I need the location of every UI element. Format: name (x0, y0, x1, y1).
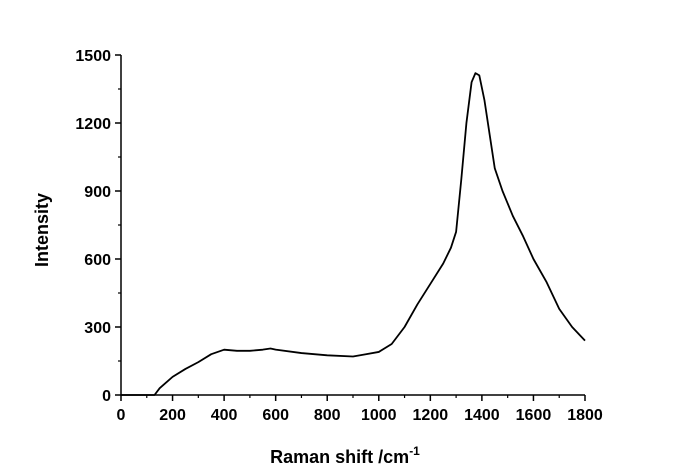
x-axis-label-sup: -1 (409, 444, 420, 458)
x-tick-label: 1400 (464, 407, 500, 424)
y-tick-label: 600 (84, 252, 111, 269)
x-tick-label: 1000 (361, 407, 397, 424)
x-tick-label: 600 (262, 407, 289, 424)
y-tick-label: 900 (84, 184, 111, 201)
x-tick-label: 200 (159, 407, 186, 424)
x-tick-label: 1600 (516, 407, 552, 424)
y-tick-label: 1200 (75, 116, 111, 133)
x-axis-label-main: Raman shift /cm (270, 447, 409, 467)
spectrum-line (121, 72, 586, 396)
x-tick-label: 0 (117, 407, 126, 424)
y-tick-label: 300 (84, 320, 111, 337)
y-tick-label: 0 (102, 388, 111, 405)
x-tick-label: 400 (211, 407, 238, 424)
x-tick-label: 1800 (567, 407, 603, 424)
y-tick-label: 1500 (75, 48, 111, 65)
x-axis-label: Raman shift /cm-1 (270, 444, 420, 467)
y-axis-label: Intensity (32, 193, 52, 267)
x-tick-label: 1200 (413, 407, 449, 424)
x-tick-label: 800 (314, 407, 341, 424)
